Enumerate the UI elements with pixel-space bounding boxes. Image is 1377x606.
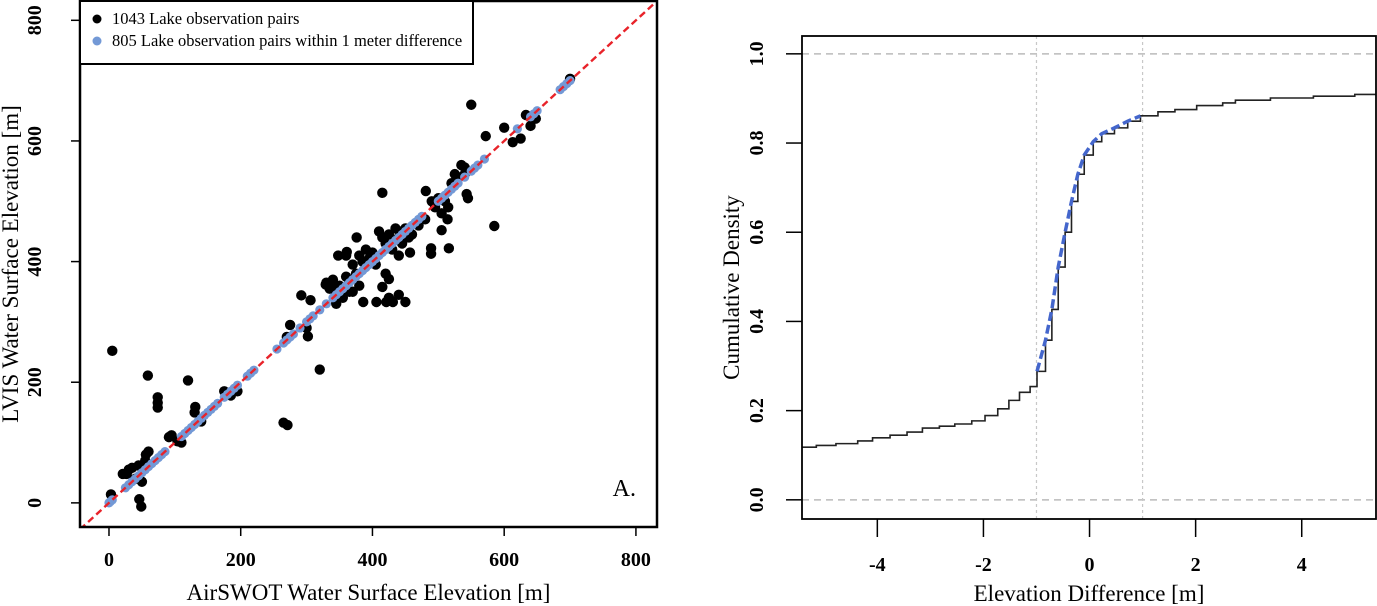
y-tick-label: 0.6 <box>746 220 768 245</box>
data-point-all <box>166 430 177 441</box>
data-point-all <box>489 220 500 232</box>
data-point-all <box>393 289 404 300</box>
y-axis-title: LVIS Water Surface Elevation [m] <box>0 105 23 423</box>
data-point-all <box>377 187 388 199</box>
data-point-all <box>456 159 467 171</box>
data-point-all <box>462 193 474 204</box>
data-point-all <box>296 290 307 301</box>
legend-marker <box>92 14 102 24</box>
data-point-all <box>436 225 447 236</box>
legend: 1043 Lake observation pairs 805 Lake obse… <box>79 0 474 65</box>
panel-label: A. <box>613 476 636 502</box>
y-tick-label: 0.2 <box>746 398 768 423</box>
y-axis-title: Cumulative Density <box>719 195 744 380</box>
data-point-all <box>498 122 510 133</box>
data-point-all <box>282 419 293 431</box>
y-tick-label: 600 <box>24 126 46 156</box>
data-point-all <box>314 364 325 375</box>
data-point-all <box>371 296 382 308</box>
data-point-all <box>393 250 404 261</box>
x-tick-label: 2 <box>1191 554 1201 576</box>
legend-entry: 805 Lake observation pairs within 1 mete… <box>112 31 462 50</box>
y-tick-label: 0 <box>24 498 46 508</box>
ecdf-panel: -4 -2 0 2 4 0.0 0.2 0.4 0.6 0.8 1.0 Elevation Diffe… <box>719 35 1377 606</box>
data-point-all <box>152 402 163 413</box>
data-point-all <box>425 248 437 259</box>
data-point-all <box>142 370 154 381</box>
plot-area <box>80 1 657 527</box>
scatter-panel: 0 200 400 600 800 0 200 400 600 800 AirSWOT Water … <box>0 0 659 605</box>
data-point-all <box>390 223 401 234</box>
data-point-all <box>377 281 388 293</box>
plot-frame <box>801 35 1377 520</box>
data-point-all <box>443 243 455 254</box>
data-point-all <box>107 345 118 357</box>
one-to-one-line <box>80 1 657 527</box>
data-point-all <box>383 229 395 240</box>
y-tick-label: 400 <box>24 247 46 277</box>
data-point-all <box>400 296 411 308</box>
data-point-all <box>134 494 145 505</box>
legend-marker <box>92 36 102 46</box>
data-point-all <box>302 331 314 342</box>
data-point-all <box>340 250 352 261</box>
data-point-all <box>480 130 491 142</box>
data-point-all <box>404 247 416 258</box>
x-tick-label: 4 <box>1297 554 1307 576</box>
data-point-all <box>305 294 316 306</box>
x-tick-label: 600 <box>489 549 519 571</box>
data-point-all <box>420 185 432 197</box>
x-tick-label: 0 <box>104 549 114 571</box>
legend-box <box>79 0 474 65</box>
data-point-all <box>351 232 362 243</box>
data-point-all <box>383 292 395 303</box>
data-point-all <box>333 250 344 261</box>
data-point-all <box>284 319 296 331</box>
x-tick-label: 400 <box>357 549 387 571</box>
y-tick-label: 0.0 <box>746 487 768 512</box>
data-point-all <box>436 208 447 219</box>
data-point-all <box>347 286 358 297</box>
x-axis-title: AirSWOT Water Surface Elevation [m] <box>187 580 551 605</box>
y-tick-label: 0.4 <box>746 309 768 334</box>
data-point-all <box>515 133 526 144</box>
x-tick-label: 0 <box>1085 554 1095 576</box>
ecdf-line <box>802 93 1376 448</box>
y-tick-label: 0.8 <box>746 131 768 156</box>
data-point-all <box>189 407 200 418</box>
y-tick-label: 1.0 <box>746 41 768 66</box>
data-point-all <box>347 259 358 270</box>
data-point-all <box>380 268 391 279</box>
legend-entry: 1043 Lake observation pairs <box>112 9 299 28</box>
y-tick-label: 200 <box>24 367 46 397</box>
data-point-all <box>442 202 454 213</box>
data-point-all <box>358 296 369 308</box>
x-axis-title: Elevation Difference [m] <box>974 581 1205 606</box>
data-point-all <box>143 446 154 457</box>
x-tick-label: 800 <box>621 549 651 571</box>
data-point-all <box>354 280 365 291</box>
data-point-all <box>507 136 518 148</box>
data-point-all <box>466 99 477 110</box>
data-point-all <box>327 277 339 288</box>
plot-area <box>802 36 1376 519</box>
y-tick-label: 800 <box>24 5 46 35</box>
ecdf-highlight-within-1m <box>1035 114 1142 372</box>
x-tick-label: 200 <box>226 549 256 571</box>
x-tick-label: -4 <box>869 554 886 576</box>
data-point-all <box>525 120 536 132</box>
x-tick-label: -2 <box>975 554 992 576</box>
data-point-all <box>182 375 194 386</box>
